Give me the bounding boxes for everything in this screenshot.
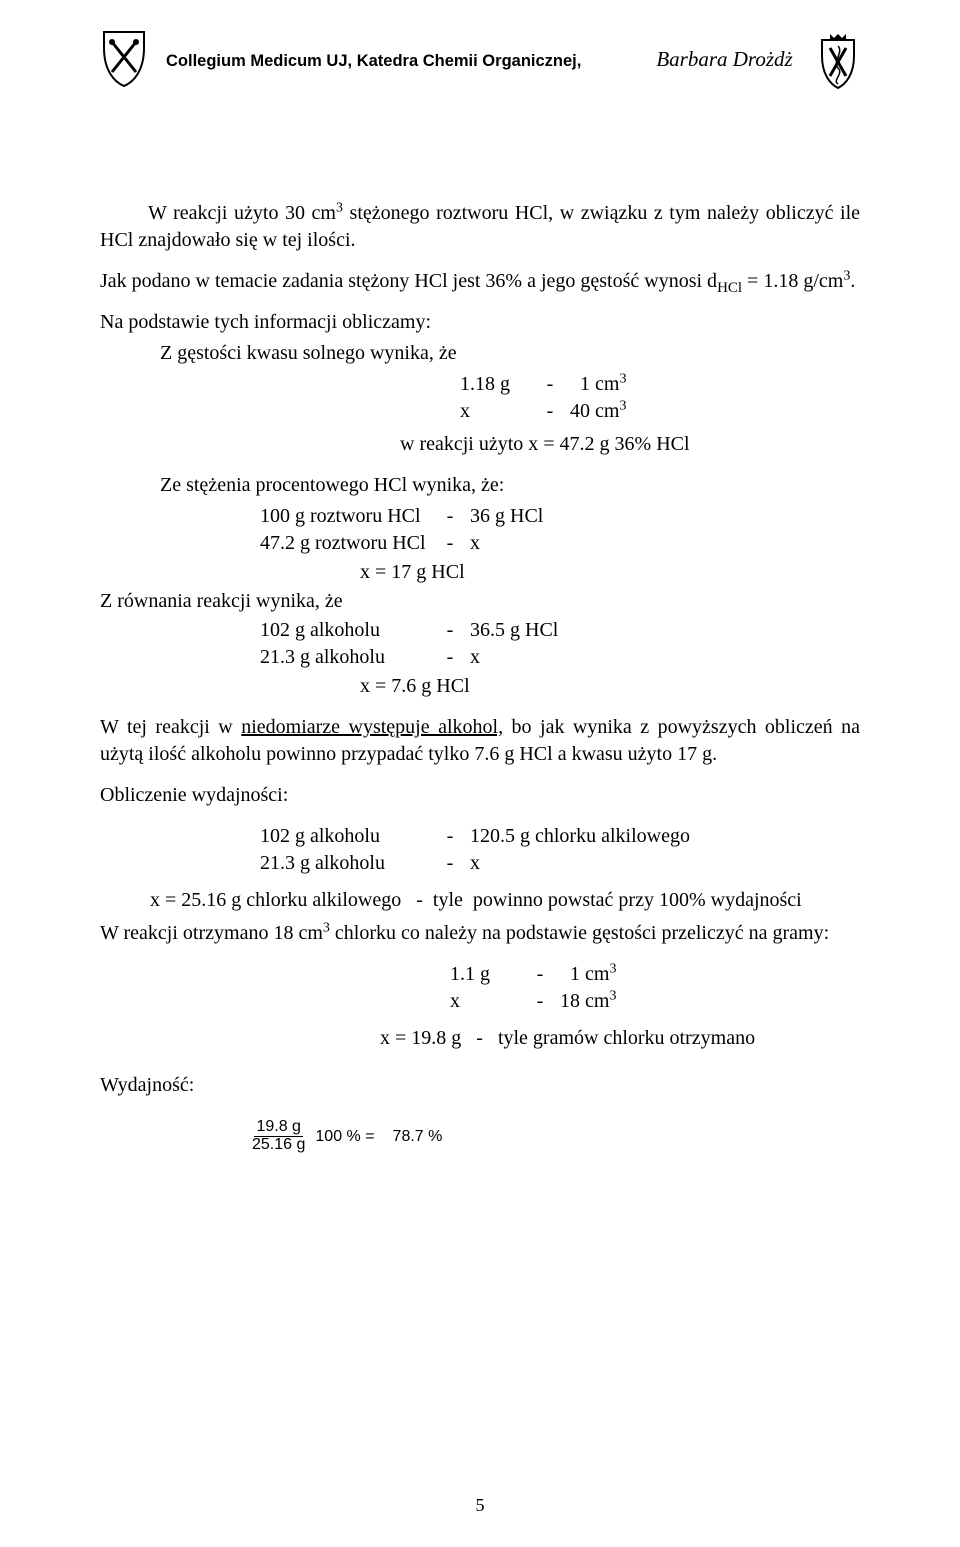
fraction: 19.8 g 25.16 g bbox=[250, 1119, 307, 1154]
density-calc-label: Z gęstości kwasu solnego wynika, że bbox=[160, 340, 860, 367]
header-left-group: Collegium Medicum UJ, Katedra Chemii Org… bbox=[100, 30, 793, 88]
header: Collegium Medicum UJ, Katedra Chemii Org… bbox=[100, 30, 860, 90]
header-text-group: Collegium Medicum UJ, Katedra Chemii Org… bbox=[166, 45, 793, 74]
page: Collegium Medicum UJ, Katedra Chemii Org… bbox=[0, 0, 960, 1547]
result-a: w reakcji użyto x = 47.2 g 36% HCl bbox=[400, 431, 860, 458]
affiliation-text: Collegium Medicum UJ, Katedra Chemii Org… bbox=[166, 52, 581, 70]
crest-right-icon bbox=[816, 30, 860, 90]
paragraph-8: x = 25.16 g chlorku alkilowego - tyle po… bbox=[150, 887, 860, 914]
page-number: 5 bbox=[0, 1493, 960, 1517]
paragraph-7: Obliczenie wydajności: bbox=[100, 782, 860, 809]
author-text: Barbara Drożdż bbox=[656, 47, 792, 71]
crest-left-icon bbox=[100, 30, 148, 88]
result-e: x = 19.8 g - tyle gramów chlorku otrzyma… bbox=[380, 1025, 860, 1052]
paragraph-2: Jak podano w temacie zadania stężony HCl… bbox=[100, 268, 860, 295]
proportion-d: 102 g alkoholu - 120.5 g chlorku alkilow… bbox=[100, 823, 860, 877]
paragraph-6: W tej reakcji w niedomiarze występuje al… bbox=[100, 714, 860, 768]
concentration-label: Ze stężenia procentowego HCl wynika, że: bbox=[160, 472, 860, 499]
paragraph-1: W reakcji użyto 30 cm3 stężonego roztwor… bbox=[100, 200, 860, 254]
paragraph-9: W reakcji otrzymano 18 cm3 chlorku co na… bbox=[100, 920, 860, 947]
result-c: x = 7.6 g HCl bbox=[360, 673, 860, 700]
paragraph-3: Na podstawie tych informacji obliczamy: bbox=[100, 309, 860, 336]
yield-label: Wydajność: bbox=[100, 1072, 860, 1099]
proportion-c: 102 g alkoholu - 36.5 g HCl 21.3 g alkoh… bbox=[100, 617, 860, 671]
equation-label: Z równania reakcji wynika, że bbox=[100, 588, 860, 615]
yield-fraction: 19.8 g 25.16 g 100 % = 78.7 % bbox=[250, 1119, 860, 1154]
proportion-e: 1.1 g - 1 cm3 x - 18 cm3 bbox=[100, 961, 860, 1015]
proportion-a: 1.18 g - 1 cm3 x - 40 cm3 bbox=[100, 371, 860, 425]
result-b: x = 17 g HCl bbox=[360, 559, 860, 586]
proportion-b: 100 g roztworu HCl - 36 g HCl 47.2 g roz… bbox=[100, 503, 860, 557]
